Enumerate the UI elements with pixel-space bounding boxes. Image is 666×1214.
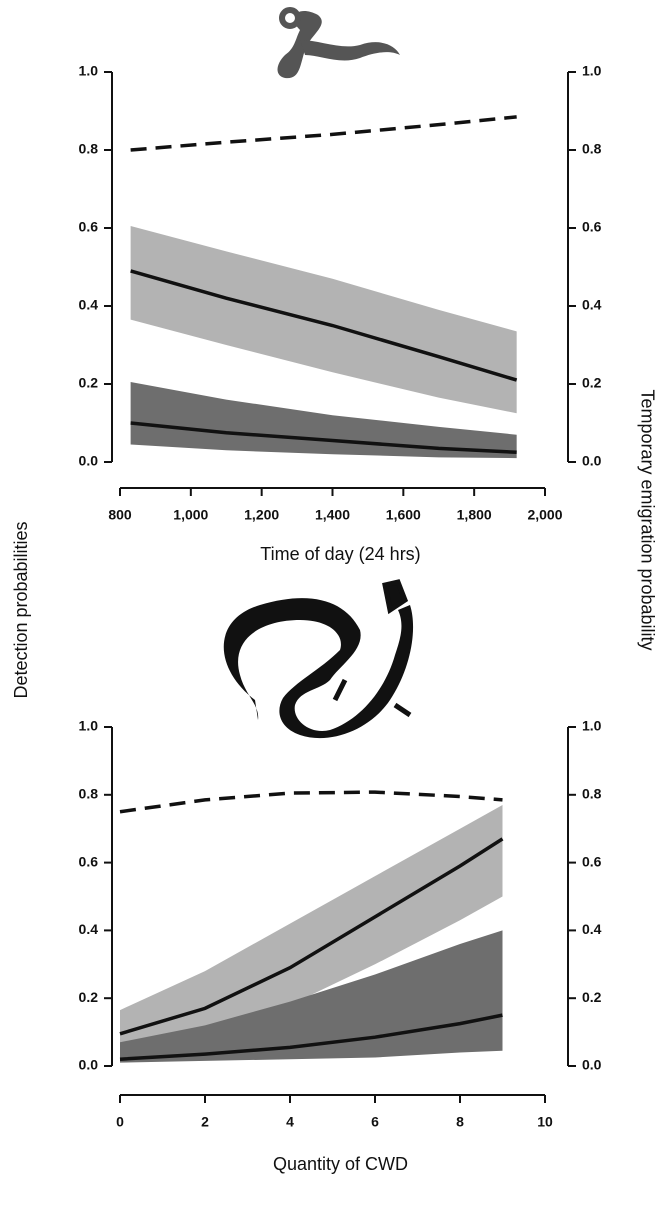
x-tick-label: 1,000 (173, 507, 208, 523)
line (119, 837, 504, 1036)
x-tick-label: 4 (286, 1114, 294, 1130)
y2-tick-label: 1.0 (582, 718, 602, 734)
y2-tick-label: 0.0 (582, 453, 602, 469)
x-tick-label: 6 (371, 1114, 379, 1130)
x-tick-label: 2,000 (527, 507, 562, 523)
y-tick-label: 0.8 (79, 141, 99, 157)
dashed-line (130, 115, 517, 152)
y-tick-label: 0.0 (79, 453, 99, 469)
x-tick-label: 2 (201, 1114, 209, 1130)
y-tick-label: 0.6 (79, 219, 99, 235)
x-tick-label: 1,600 (386, 507, 421, 523)
y-tick-label: 0.4 (79, 921, 99, 937)
y2-tick-label: 0.8 (582, 786, 602, 802)
y-tick-label: 0.2 (79, 375, 99, 391)
line (130, 269, 518, 382)
line (119, 1013, 503, 1061)
x-tick-label: 1,400 (315, 507, 350, 523)
x-axis-title: Time of day (24 hrs) (260, 544, 420, 564)
confidence-band (120, 930, 503, 1063)
y-axis-title: Detection probabilities (11, 521, 31, 698)
confidence-band (130, 382, 517, 459)
y-tick-label: 0.2 (79, 989, 99, 1005)
y2-tick-label: 0.2 (582, 375, 602, 391)
x-tick-label: 800 (108, 507, 132, 523)
x-tick-label: 0 (116, 1114, 124, 1130)
x-tick-label: 10 (537, 1114, 553, 1130)
confidence-band (130, 226, 517, 414)
y-tick-label: 1.0 (79, 718, 99, 734)
y2-tick-label: 0.0 (582, 1057, 602, 1073)
y2-axis-title: Temporary emigration probability (637, 389, 657, 650)
y-tick-label: 0.6 (79, 853, 99, 869)
y-tick-label: 0.0 (79, 1057, 99, 1073)
y2-tick-label: 0.4 (582, 297, 602, 313)
y2-tick-label: 1.0 (582, 63, 602, 79)
salamander-icon-top (277, 7, 400, 79)
y2-tick-label: 0.4 (582, 921, 602, 937)
salamander-icon-bottom (223, 579, 414, 739)
dashed-line (119, 790, 503, 814)
y2-tick-label: 0.2 (582, 989, 602, 1005)
y-tick-label: 1.0 (79, 63, 99, 79)
confidence-band (120, 804, 503, 1046)
y2-tick-label: 0.6 (582, 219, 602, 235)
y2-tick-label: 0.8 (582, 141, 602, 157)
x-tick-label: 1,200 (244, 507, 279, 523)
x-tick-label: 8 (456, 1114, 464, 1130)
x-axis-title: Quantity of CWD (273, 1154, 408, 1174)
y2-tick-label: 0.6 (582, 853, 602, 869)
x-tick-label: 1,800 (457, 507, 492, 523)
line (130, 421, 517, 454)
y-tick-label: 0.8 (79, 786, 99, 802)
y-tick-label: 0.4 (79, 297, 99, 313)
